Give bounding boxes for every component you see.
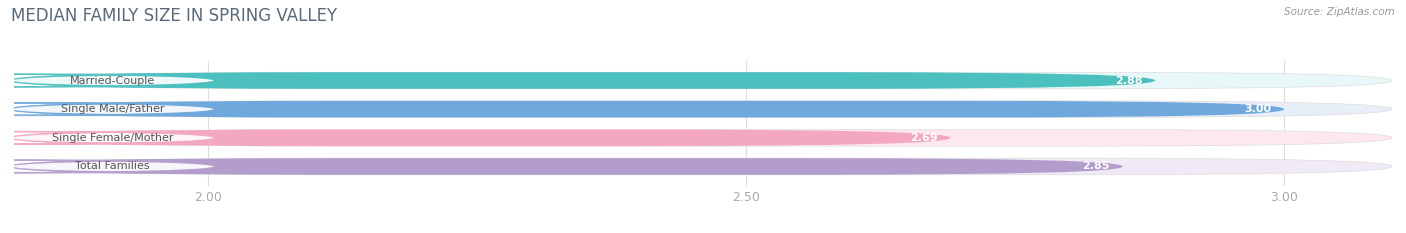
FancyBboxPatch shape [0,132,245,144]
FancyBboxPatch shape [0,74,245,87]
FancyBboxPatch shape [0,160,245,173]
Text: 2.88: 2.88 [1115,75,1142,86]
FancyBboxPatch shape [14,72,1156,89]
FancyBboxPatch shape [14,158,1392,175]
Text: Married-Couple: Married-Couple [70,75,155,86]
Text: Single Male/Father: Single Male/Father [60,104,165,114]
FancyBboxPatch shape [14,130,1392,146]
Text: MEDIAN FAMILY SIZE IN SPRING VALLEY: MEDIAN FAMILY SIZE IN SPRING VALLEY [11,7,337,25]
FancyBboxPatch shape [0,103,245,115]
Text: 2.69: 2.69 [910,133,938,143]
Text: 2.85: 2.85 [1083,161,1109,171]
FancyBboxPatch shape [14,158,1123,175]
Text: Single Female/Mother: Single Female/Mother [52,133,173,143]
FancyBboxPatch shape [14,101,1392,117]
FancyBboxPatch shape [14,130,950,146]
FancyBboxPatch shape [14,72,1392,89]
Text: Total Families: Total Families [76,161,150,171]
Text: 3.00: 3.00 [1244,104,1271,114]
Text: Source: ZipAtlas.com: Source: ZipAtlas.com [1284,7,1395,17]
FancyBboxPatch shape [14,101,1284,117]
